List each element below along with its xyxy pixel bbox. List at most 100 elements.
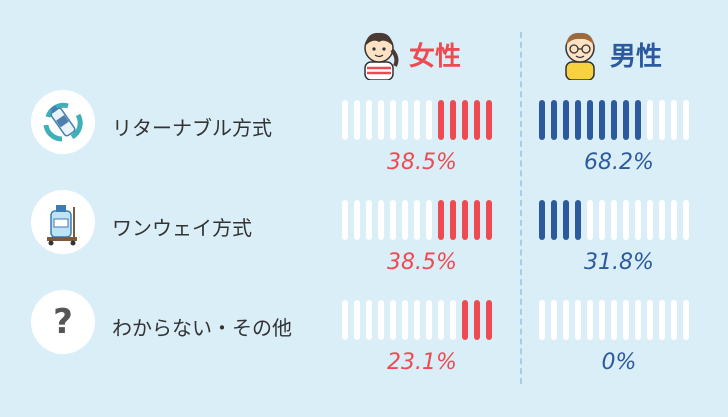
bar-segment-empty [623,200,629,240]
bar-segment-empty [342,100,348,140]
bar-segment-filled [438,200,444,240]
bar-segment-empty [647,100,653,140]
bar-segment-empty [378,300,384,340]
bar-segment-filled [450,100,456,140]
bar-segment-filled [462,200,468,240]
bar-segment-empty [611,300,617,340]
bar-segment-empty [647,200,653,240]
female-pct-unknown: 23.1% [387,350,457,375]
bar-segment-empty [390,100,396,140]
bar-segment-filled [563,200,569,240]
male-header: 男性 [558,28,662,80]
bar-segment-filled [587,100,593,140]
bar-segment-empty [354,100,360,140]
male-pct-returnable: 68.2% [584,150,654,175]
bar-segment-empty [659,200,665,240]
bar-segment-empty [575,300,581,340]
bar-segment-empty [378,100,384,140]
female-avatar-icon [364,32,399,80]
bar-segment-empty [414,300,420,340]
bar-segment-empty [366,300,372,340]
bar-segment-filled [474,300,480,340]
female-label: 女性 [409,41,462,72]
bar-segment-filled [551,100,557,140]
row-returnable: リターナブル方式 38.5% 68.2% [0,90,728,190]
bar-segment-filled [563,100,569,140]
bar-segment-empty [426,300,432,340]
bar-segment-filled [575,100,581,140]
bar-segment-empty [671,300,677,340]
male-avatar-icon [565,32,595,80]
bar-segment-empty [402,200,408,240]
bar-segment-empty [683,200,689,240]
bar-segment-filled [599,100,605,140]
bar-segment-empty [414,200,420,240]
bar-segment-empty [402,300,408,340]
bar-segment-empty [659,100,665,140]
returnable-bottle-recycle-icon [31,90,95,154]
bar-segment-empty [683,100,689,140]
bar-segment-empty [635,300,641,340]
bar-segment-empty [551,300,557,340]
bar-segment-empty [438,300,444,340]
bar-segment-filled [539,200,545,240]
bar-segment-empty [587,300,593,340]
bar-segment-empty [587,200,593,240]
bar-segment-empty [354,200,360,240]
bar-segment-filled [474,100,480,140]
female-pct-returnable: 38.5% [387,150,457,175]
male-pct-oneway: 31.8% [584,250,654,275]
one-way-water-jug-icon [31,190,95,254]
bar-segment-empty [539,300,545,340]
bar-segment-empty [450,300,456,340]
bar-segment-filled [486,200,492,240]
bar-segment-empty [342,200,348,240]
bar-segment-filled [450,200,456,240]
bar-segment-filled [462,100,468,140]
bar-segment-filled [486,300,492,340]
row-oneway: ワンウェイ方式 38.5% 31.8% [0,190,728,290]
bar-segment-empty [599,200,605,240]
column-divider [520,32,522,384]
bar-segment-filled [539,100,545,140]
male-label: 男性 [610,41,663,72]
bar-segment-empty [414,100,420,140]
category-label: リターナブル方式 [112,116,272,140]
bar-segment-empty [671,200,677,240]
female-pct-oneway: 38.5% [387,250,457,275]
bar-segment-empty [426,100,432,140]
bar-segment-filled [438,100,444,140]
question-mark-icon: ? [31,290,95,354]
bar-segment-empty [402,100,408,140]
bar-segment-empty [354,300,360,340]
row-unknown: ? わからない・その他 23.1% 0% [0,290,728,390]
bar-segment-empty [647,300,653,340]
bar-segment-filled [462,300,468,340]
bar-segment-filled [635,100,641,140]
category-label: わからない・その他 [112,316,292,340]
bar-segment-empty [599,300,605,340]
female-header: 女性 [357,28,461,80]
bar-segment-empty [611,200,617,240]
bar-segment-empty [390,300,396,340]
bar-segment-empty [366,100,372,140]
bar-segment-empty [342,300,348,340]
bar-segment-filled [474,200,480,240]
bar-segment-filled [623,100,629,140]
bar-segment-empty [671,100,677,140]
bar-segment-empty [378,200,384,240]
bar-segment-filled [486,100,492,140]
bar-segment-empty [366,200,372,240]
bar-segment-empty [659,300,665,340]
bar-segment-filled [611,100,617,140]
bar-segment-empty [426,200,432,240]
bar-segment-empty [683,300,689,340]
bar-segment-filled [551,200,557,240]
male-pct-unknown: 0% [601,350,637,375]
bar-segment-empty [635,200,641,240]
bar-segment-empty [623,300,629,340]
bar-segment-filled [575,200,581,240]
bar-segment-empty [390,200,396,240]
bar-segment-empty [563,300,569,340]
